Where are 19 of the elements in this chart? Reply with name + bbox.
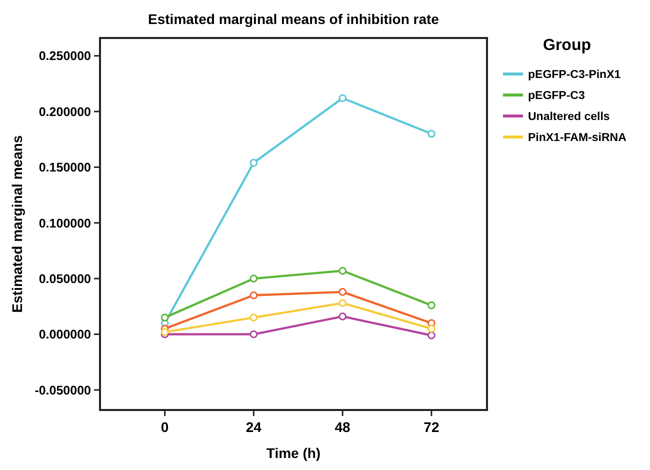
y-tick-label: 0.100000 <box>38 216 92 230</box>
x-tick-label: 24 <box>246 419 262 435</box>
legend-label: Unaltered cells <box>528 111 610 124</box>
legend-label: pEGFP-C3 <box>528 90 585 102</box>
x-tick-label: 48 <box>334 419 351 435</box>
y-tick-label: -0.050000 <box>34 383 92 398</box>
chart-title: Estimated marginal means of inhibition rate <box>148 11 440 27</box>
y-tick-label: 0.250000 <box>38 49 92 64</box>
legend-label: PinX1-FAM-siRNA <box>528 132 626 144</box>
x-axis-title: Time (h) <box>266 445 321 461</box>
legend-label: pEGFP-C3-PinX1 <box>528 69 622 82</box>
y-tick-label: 0.150000 <box>38 160 92 175</box>
y-tick-label: 0.200000 <box>38 104 92 119</box>
y-axis-title: Estimated marginal means <box>9 135 25 313</box>
y-tick-label: 0.000000 <box>38 328 92 342</box>
x-tick-label: 72 <box>424 419 440 435</box>
legend-title: Group <box>543 37 592 54</box>
y-tick-label: 0.050000 <box>38 272 92 286</box>
x-tick-label: 0 <box>160 419 169 435</box>
